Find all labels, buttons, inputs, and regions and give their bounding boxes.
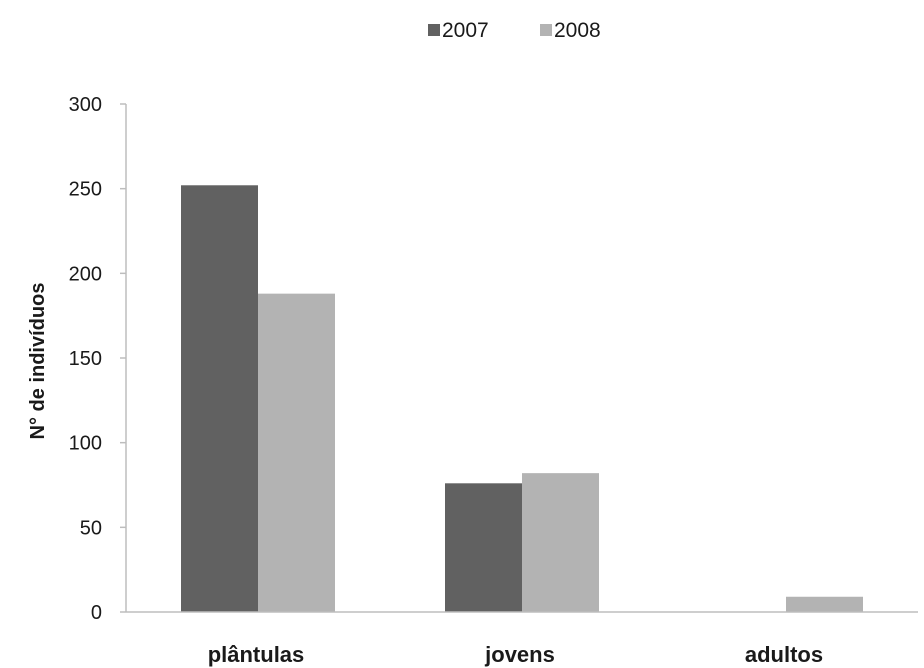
x-category-label: jovens xyxy=(484,642,555,667)
y-tick-label: 0 xyxy=(91,602,102,624)
legend-label-2007: 2007 xyxy=(442,19,489,42)
legend-label-2008: 2008 xyxy=(554,19,601,42)
bar-2008-1 xyxy=(522,473,599,612)
bar-2008-2 xyxy=(786,596,863,612)
y-tick-label: 250 xyxy=(69,179,102,201)
x-category-label: adultos xyxy=(745,642,823,667)
legend-swatch-2007 xyxy=(428,24,440,36)
legend: 2007 2008 xyxy=(428,19,601,42)
bar-2007-1 xyxy=(445,483,522,612)
y-tick-label: 300 xyxy=(69,94,102,116)
x-category-label: plântulas xyxy=(208,642,305,667)
bars xyxy=(181,185,863,612)
y-tick-label: 100 xyxy=(69,433,102,455)
legend-swatch-2008 xyxy=(540,24,552,36)
y-axis-title: N° de indivíduos xyxy=(27,283,49,440)
y-tick-label: 50 xyxy=(80,517,102,539)
y-axis-ticks: 0 50 100 150 200 250 300 xyxy=(69,94,126,624)
bar-2007-0 xyxy=(181,185,258,612)
x-axis-labels: plântulas jovens adultos xyxy=(208,642,823,667)
y-tick-label: 200 xyxy=(69,263,102,285)
bar-2008-0 xyxy=(258,293,335,612)
y-tick-label: 150 xyxy=(69,348,102,370)
